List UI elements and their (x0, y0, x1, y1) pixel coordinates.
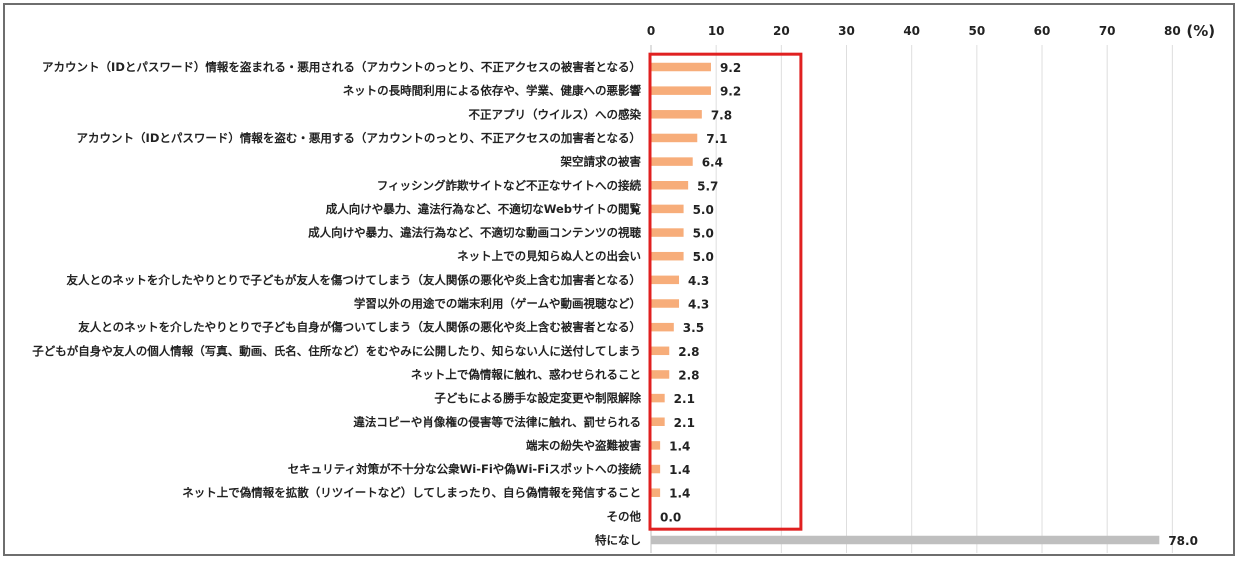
bar (651, 370, 670, 379)
category-label: 不正アプリ（ウイルス）への感染 (469, 107, 642, 121)
data-label: 1.4 (669, 463, 690, 477)
x-tick-label: 70 (1099, 24, 1116, 38)
x-tick-label: 30 (838, 24, 855, 38)
data-label: 5.7 (697, 179, 718, 193)
bar (651, 346, 670, 356)
data-label: 9.2 (720, 85, 741, 99)
category-label: 違法コピーや肖像権の侵害等で法律に触れ、罰せられる (353, 415, 641, 429)
data-label: 2.1 (674, 392, 695, 406)
data-label: 6.4 (702, 156, 723, 170)
category-label: 友人とのネットを介したやりとりで子どもが友人を傷つけてしまう（友人関係の悪化や炎… (66, 273, 641, 287)
bar (651, 417, 665, 426)
chart-frame: 0 10 20 30 40 50 60 70 80 (%) アカウント（IDとパスワード）情報を盗ま… (3, 3, 1235, 556)
data-label: 1.4 (669, 439, 690, 453)
data-label: 5.0 (693, 227, 714, 241)
bar (651, 228, 684, 237)
x-tick-label: 50 (968, 24, 985, 38)
data-label: 2.8 (678, 368, 699, 382)
bar (651, 62, 711, 72)
bar (651, 299, 680, 308)
category-label: 特になし (595, 533, 641, 547)
category-label: 端末の紛失や盗難被害 (526, 438, 641, 452)
category-label: 架空請求の被害 (560, 155, 642, 169)
data-label: 2.1 (674, 416, 695, 430)
bar (651, 86, 711, 95)
category-label: 友人とのネットを介したやりとりで子ども自身が傷ついてしまう（友人関係の悪化や炎上… (78, 320, 641, 334)
data-label: 7.8 (711, 108, 732, 122)
x-tick-label: 40 (903, 24, 920, 38)
x-tick-label: 20 (773, 24, 790, 38)
data-label: 7.1 (706, 132, 727, 146)
bar (651, 133, 698, 143)
category-label: アカウント（IDとパスワード）情報を盗む・悪用する（アカウントのっとり、不正アク… (77, 131, 641, 145)
category-label: ネットの長時間利用による依存や、学業、健康への悪影響 (343, 84, 642, 98)
bar (651, 181, 689, 190)
x-unit-label: (%) (1186, 22, 1215, 40)
category-label: ネット上で偽情報を拡散（リツイートなど）してしまったり、自ら偽情報を発信すること (182, 486, 641, 500)
data-label: 4.3 (688, 298, 709, 312)
bar-chart: 0 10 20 30 40 50 60 70 80 (%) アカウント（IDとパスワード）情報を盗ま… (32, 22, 1215, 553)
category-label: 子どもによる勝手な設定変更や制限解除 (434, 391, 641, 405)
bar (651, 322, 674, 332)
bar (651, 464, 661, 474)
bar (651, 441, 661, 450)
bar (651, 251, 684, 261)
data-label: 78.0 (1168, 534, 1198, 548)
category-label: セキュリティ対策が不十分な公衆Wi-Fiや偽Wi-Fiスポットへの接続 (288, 462, 642, 476)
category-label: 成人向けや暴力、違法行為など、不適切な動画コンテンツの視聴 (308, 226, 641, 240)
bar (651, 275, 680, 285)
x-tick-label: 60 (1034, 24, 1051, 38)
data-label: 2.8 (678, 345, 699, 359)
category-label: アカウント（IDとパスワード）情報を盗まれる・悪用される（アカウントのっとり、不… (42, 60, 641, 74)
bar (651, 488, 661, 497)
data-label: 5.0 (693, 203, 714, 217)
category-label: 成人向けや暴力、違法行為など、不適切なWebサイトの閲覧 (326, 202, 642, 216)
data-label: 5.0 (693, 250, 714, 264)
bar (651, 157, 693, 166)
x-tick-label: 80 (1164, 24, 1181, 38)
data-label: 1.4 (669, 487, 690, 501)
category-label: 子どもが自身や友人の個人情報（写真、動画、氏名、住所など）をむやみに公開したり、… (32, 344, 641, 358)
category-label: ネット上で偽情報に触れ、惑わせられること (411, 367, 641, 381)
bar (651, 535, 1160, 545)
data-label: 4.3 (688, 274, 709, 288)
category-label: フィッシング詐欺サイトなど不正なサイトへの接続 (377, 178, 642, 192)
data-label: 9.2 (720, 61, 741, 75)
highlight-box (648, 52, 803, 531)
data-label: 3.5 (683, 321, 704, 335)
category-label: ネット上での見知らぬ人との出会い (457, 249, 641, 263)
bar (651, 393, 665, 403)
data-label: 0.0 (660, 510, 681, 524)
x-tick-label: 0 (647, 24, 655, 38)
category-label: 学習以外の用途での端末利用（ゲームや動画視聴など） (354, 297, 641, 311)
bar (651, 204, 684, 214)
category-label: その他 (607, 509, 642, 523)
x-tick-label: 10 (708, 24, 725, 38)
bar (651, 110, 702, 119)
